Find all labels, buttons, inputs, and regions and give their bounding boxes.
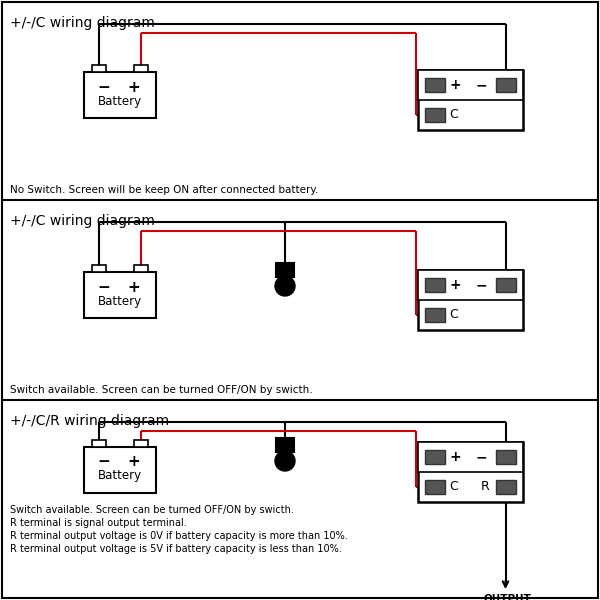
Bar xyxy=(276,263,294,277)
Bar xyxy=(84,272,156,318)
Text: +: + xyxy=(128,280,140,295)
Text: Battery: Battery xyxy=(98,469,142,482)
Text: Battery: Battery xyxy=(98,295,142,307)
Text: R terminal output voltage is 0V if battery capacity is more than 10%.: R terminal output voltage is 0V if batte… xyxy=(10,531,348,541)
Bar xyxy=(276,438,294,452)
Text: OUTPUT
5V/0V: OUTPUT 5V/0V xyxy=(484,594,532,600)
Text: R terminal output voltage is 5V if battery capacity is less than 10%.: R terminal output voltage is 5V if batte… xyxy=(10,544,342,554)
Circle shape xyxy=(275,276,295,296)
Text: −: − xyxy=(98,280,110,295)
Bar xyxy=(92,265,106,272)
Text: C: C xyxy=(449,109,458,121)
Text: R terminal is signal output terminal.: R terminal is signal output terminal. xyxy=(10,518,187,528)
Text: −: − xyxy=(98,79,110,94)
Bar xyxy=(496,480,515,494)
Circle shape xyxy=(275,451,295,471)
Text: +: + xyxy=(449,78,461,92)
Text: +/-/C wiring diagram: +/-/C wiring diagram xyxy=(10,214,155,228)
Text: −: − xyxy=(476,278,487,292)
Bar xyxy=(496,278,515,292)
Bar xyxy=(134,440,148,447)
Bar xyxy=(92,440,106,447)
Text: +/-/C wiring diagram: +/-/C wiring diagram xyxy=(10,16,155,30)
Bar xyxy=(84,72,156,118)
Bar xyxy=(425,278,445,292)
Text: C: C xyxy=(449,481,458,493)
Bar xyxy=(418,70,523,130)
Bar xyxy=(418,270,523,330)
Bar xyxy=(418,442,523,472)
Bar xyxy=(425,108,445,122)
Text: Switch available. Screen can be turned OFF/ON by swicth.: Switch available. Screen can be turned O… xyxy=(10,385,313,395)
Bar xyxy=(496,78,515,92)
Bar xyxy=(418,442,523,502)
Bar xyxy=(134,265,148,272)
Bar xyxy=(425,78,445,92)
Text: Battery: Battery xyxy=(98,94,142,107)
Bar xyxy=(84,447,156,493)
Bar xyxy=(425,308,445,322)
Text: −: − xyxy=(476,450,487,464)
Text: −: − xyxy=(476,78,487,92)
Text: +: + xyxy=(128,79,140,94)
Bar xyxy=(496,450,515,464)
Bar xyxy=(418,70,523,100)
Text: −: − xyxy=(98,455,110,469)
Text: Switch available. Screen can be turned OFF/ON by swicth.: Switch available. Screen can be turned O… xyxy=(10,505,294,515)
Text: No Switch. Screen will be keep ON after connected battery.: No Switch. Screen will be keep ON after … xyxy=(10,185,319,195)
Bar xyxy=(425,480,445,494)
Text: +/-/C/R wiring diagram: +/-/C/R wiring diagram xyxy=(10,414,169,428)
Text: +: + xyxy=(449,278,461,292)
Text: +: + xyxy=(449,450,461,464)
Bar xyxy=(425,450,445,464)
Text: R: R xyxy=(481,481,490,493)
Bar xyxy=(92,65,106,72)
Text: C: C xyxy=(449,308,458,322)
Text: +: + xyxy=(128,455,140,469)
Bar xyxy=(134,65,148,72)
Bar xyxy=(418,270,523,300)
